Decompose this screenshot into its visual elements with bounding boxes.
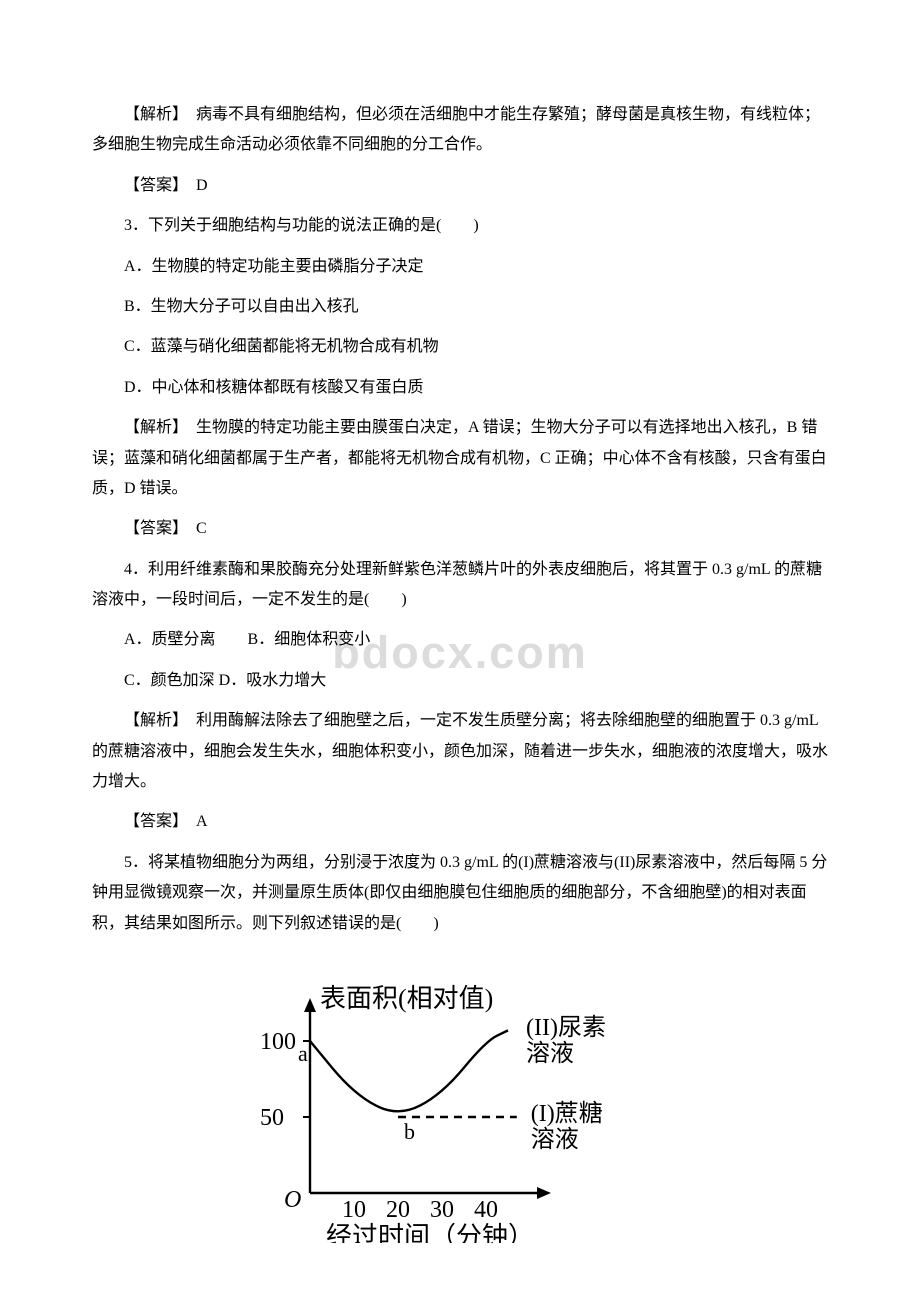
svg-text:溶液: 溶液 <box>531 1126 579 1153</box>
svg-text:(II)尿素: (II)尿素 <box>526 1014 606 1041</box>
svg-text:a: a <box>298 1041 308 1066</box>
q3-answer: 【答案】 C <box>92 514 828 544</box>
svg-text:经过时间（分钟）: 经过时间（分钟） <box>326 1222 534 1243</box>
answer-value: C <box>196 520 207 537</box>
q4-analysis: 【解析】 利用酶解法除去了细胞壁之后，一定不发生质壁分离；将去除细胞壁的细胞置于… <box>92 706 828 797</box>
svg-text:(I)蔗糖: (I)蔗糖 <box>531 1100 603 1127</box>
svg-text:O: O <box>284 1187 301 1213</box>
svg-text:50: 50 <box>260 1105 284 1131</box>
svg-text:100: 100 <box>260 1029 296 1055</box>
q4-options-line2: C．颜色加深 D．吸水力增大 <box>92 666 828 696</box>
q3-option-a: A．生物膜的特定功能主要由磷脂分子决定 <box>92 252 828 282</box>
answer-value: D <box>196 177 208 194</box>
answer-label: 【答案】 <box>124 177 196 194</box>
q2-answer: 【答案】 D <box>92 171 828 201</box>
chart-svg: 表面积(相对值)50100a10203040O经过时间（分钟）b(II)尿素溶液… <box>240 953 680 1243</box>
svg-text:40: 40 <box>474 1197 498 1223</box>
svg-text:b: b <box>404 1119 415 1144</box>
q3-stem: 3．下列关于细胞结构与功能的说法正确的是( ) <box>92 211 828 241</box>
q3-option-d: D．中心体和核糖体都既有核酸又有蛋白质 <box>92 373 828 403</box>
q4-answer: 【答案】 A <box>92 807 828 837</box>
svg-text:溶液: 溶液 <box>526 1040 574 1067</box>
q3-analysis: 【解析】 生物膜的特定功能主要由膜蛋白决定，A 错误；生物大分子可以有选择地出入… <box>92 413 828 504</box>
document-body: 【解析】 病毒不具有细胞结构，但必须在活细胞中才能生存繁殖；酵母菌是真核生物，有… <box>92 100 828 1254</box>
svg-text:30: 30 <box>430 1197 454 1223</box>
q4-stem: 4．利用纤维素酶和果胶酶充分处理新鲜紫色洋葱鳞片叶的外表皮细胞后，将其置于 0.… <box>92 555 828 616</box>
svg-text:20: 20 <box>386 1197 410 1223</box>
q5-stem: 5．将某植物细胞分为两组，分别浸于浓度为 0.3 g/mL 的(I)蔗糖溶液与(… <box>92 848 828 939</box>
q4-options-line1: A．质壁分离 B．细胞体积变小 <box>92 625 828 655</box>
answer-value: A <box>196 813 208 830</box>
q3-option-c: C．蓝藻与硝化细菌都能将无机物合成有机物 <box>92 332 828 362</box>
q3-option-b: B．生物大分子可以自由出入核孔 <box>92 292 828 322</box>
svg-text:10: 10 <box>342 1197 366 1223</box>
q2-analysis: 【解析】 病毒不具有细胞结构，但必须在活细胞中才能生存繁殖；酵母菌是真核生物，有… <box>92 100 828 161</box>
svg-text:表面积(相对值): 表面积(相对值) <box>320 984 493 1013</box>
answer-label: 【答案】 <box>124 520 196 537</box>
answer-label: 【答案】 <box>124 813 196 830</box>
q5-chart: 表面积(相对值)50100a10203040O经过时间（分钟）b(II)尿素溶液… <box>92 953 828 1254</box>
